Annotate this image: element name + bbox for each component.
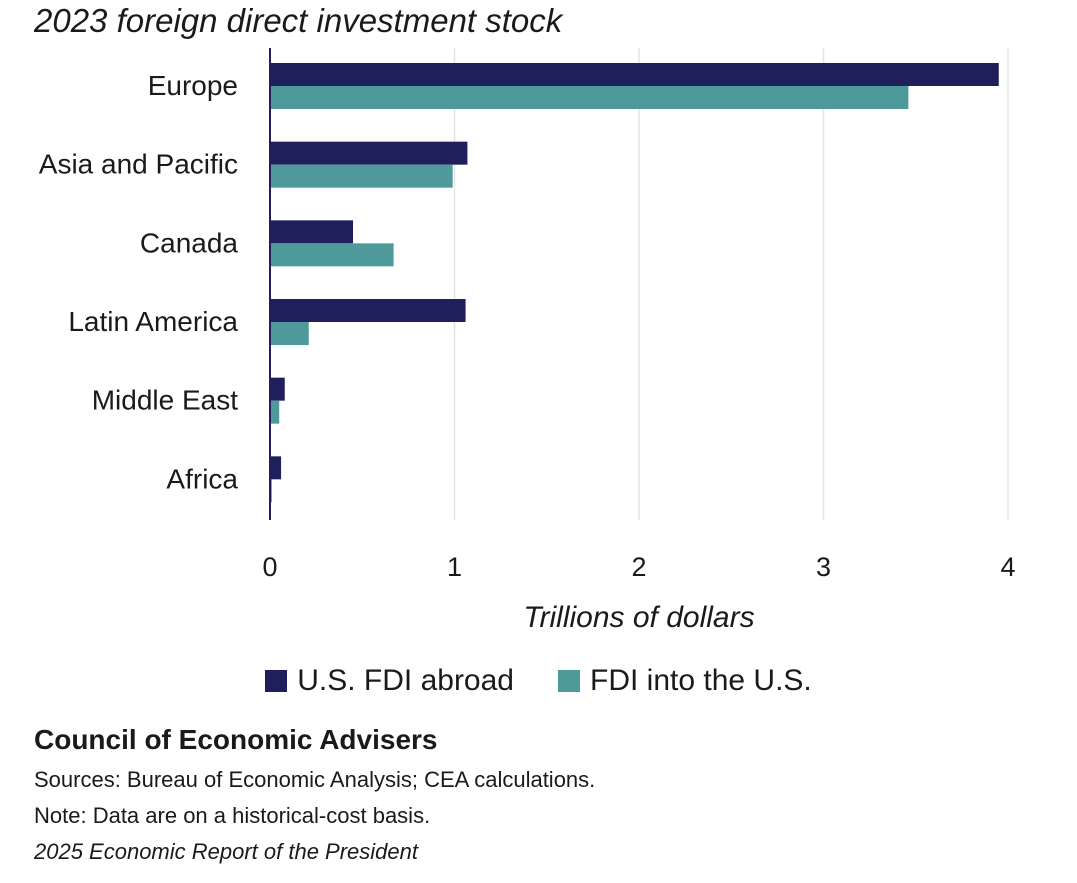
bar-us-fdi-abroad-asia-and-pacific: [270, 141, 468, 165]
x-tick-labels: 0 1 2 3 4: [262, 552, 1015, 582]
bar-us-fdi-abroad-africa: [270, 456, 282, 480]
chart-title: 2023 foreign direct investment stock: [34, 2, 563, 39]
bar-us-fdi-abroad-middle-east: [270, 377, 285, 401]
legend-swatch-us-fdi-abroad: [265, 670, 288, 692]
data-note: Note: Data are on a historical-cost basi…: [34, 803, 431, 828]
legend-swatch-fdi-into-us: [558, 670, 580, 692]
bar-chart: Europe Asia and Pacific Canada Latin Americ…: [39, 48, 1016, 582]
category-label: Asia and Pacific: [39, 149, 238, 180]
x-tick-label: 3: [816, 552, 831, 582]
category-label: Europe: [148, 70, 238, 101]
x-tick-label: 2: [631, 552, 646, 582]
bar-fdi-into-us-europe: [270, 86, 909, 109]
sources-note: Sources: Bureau of Economic Analysis; CE…: [34, 767, 596, 792]
bar-us-fdi-abroad-latin-america: [270, 299, 466, 322]
category-label: Africa: [166, 463, 238, 494]
x-axis-label: Trillions of dollars: [523, 601, 755, 634]
bar-fdi-into-us-middle-east: [270, 400, 280, 424]
legend-label-us-fdi-abroad: U.S. FDI abroad: [297, 664, 514, 697]
x-tick-label: 1: [447, 552, 462, 582]
gridlines: [453, 48, 1009, 520]
legend-item-fdi-into-us: FDI into the U.S.: [558, 664, 812, 698]
bar-fdi-into-us-asia-and-pacific: [270, 164, 453, 188]
bar-fdi-into-us-latin-america: [270, 322, 309, 345]
bar-us-fdi-abroad-europe: [270, 63, 999, 86]
legend-label-fdi-into-us: FDI into the U.S.: [590, 664, 812, 697]
x-tick-label: 4: [1000, 552, 1015, 582]
category-label: Latin America: [68, 306, 238, 337]
report-name: 2025 Economic Report of the President: [34, 839, 419, 864]
category-label: Canada: [140, 227, 239, 258]
source-organization: Council of Economic Advisers: [34, 724, 438, 755]
category-label: Middle East: [92, 385, 239, 416]
bars: [270, 63, 999, 503]
bar-fdi-into-us-canada: [270, 243, 394, 267]
legend: U.S. FDI abroad FDI into the U.S.: [0, 664, 1077, 698]
legend-item-us-fdi-abroad: U.S. FDI abroad: [265, 664, 514, 698]
x-tick-label: 0: [262, 552, 277, 582]
footer: Council of Economic Advisers Sources: Bu…: [34, 724, 595, 870]
category-labels: Europe Asia and Pacific Canada Latin Americ…: [39, 70, 239, 494]
bar-us-fdi-abroad-canada: [270, 220, 354, 244]
